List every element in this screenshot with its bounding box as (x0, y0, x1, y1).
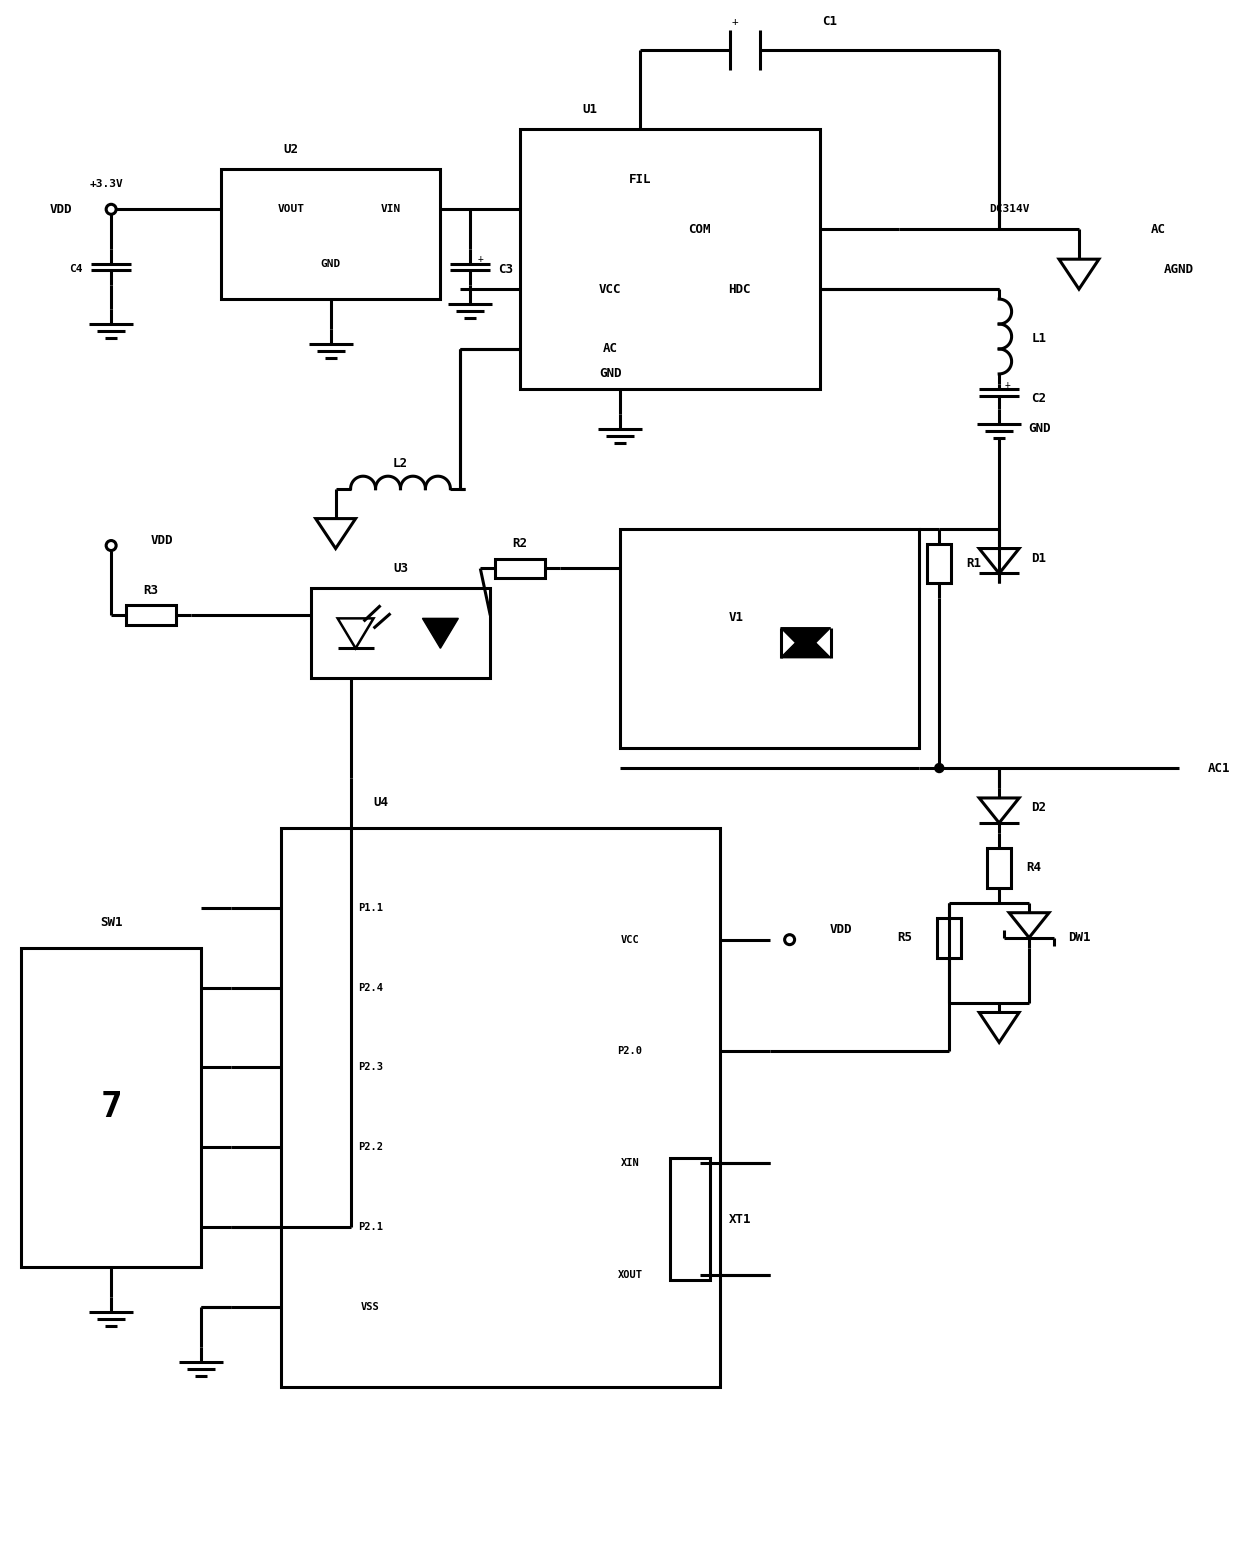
Text: L1: L1 (1032, 332, 1047, 345)
Text: VCC: VCC (620, 935, 640, 944)
Bar (21, 947, 201, 1267)
Polygon shape (423, 618, 459, 648)
Text: C4: C4 (69, 263, 83, 274)
Text: L2: L2 (393, 458, 408, 470)
Text: R3: R3 (144, 583, 159, 597)
Text: P1.1: P1.1 (358, 903, 383, 913)
Bar (221, 169, 440, 299)
Text: C3: C3 (497, 263, 513, 276)
Text: AC: AC (603, 342, 618, 356)
Text: GND: GND (599, 367, 621, 381)
Text: VDD: VDD (50, 202, 72, 216)
Text: VSS: VSS (361, 1301, 379, 1312)
Text: R4: R4 (1027, 861, 1042, 875)
Text: U1: U1 (583, 103, 598, 116)
Bar (495, 558, 546, 579)
Text: VDD: VDD (151, 535, 174, 547)
Polygon shape (781, 633, 831, 657)
Text: C1: C1 (822, 16, 837, 28)
Text: VIN: VIN (381, 204, 401, 215)
Text: +: + (1004, 379, 1011, 390)
Bar (280, 828, 719, 1386)
Text: COM: COM (688, 223, 711, 235)
Bar (670, 1159, 709, 1279)
Text: R2: R2 (512, 536, 528, 550)
Text: U3: U3 (393, 561, 408, 575)
Text: VDD: VDD (830, 924, 852, 936)
Text: SW1: SW1 (100, 916, 123, 930)
Text: P2.3: P2.3 (358, 1063, 383, 1073)
Text: DW1: DW1 (1068, 931, 1090, 944)
Bar (928, 544, 951, 583)
Text: V1: V1 (728, 612, 743, 624)
Bar (311, 588, 490, 679)
Bar (521, 130, 820, 389)
Text: VCC: VCC (599, 282, 621, 296)
Text: P2.1: P2.1 (358, 1221, 383, 1232)
Circle shape (935, 764, 944, 773)
Text: VOUT: VOUT (278, 204, 304, 215)
Text: XOUT: XOUT (618, 1270, 642, 1279)
Text: DC314V: DC314V (988, 204, 1029, 215)
Text: GND: GND (320, 259, 341, 270)
Text: GND: GND (1028, 422, 1050, 436)
Text: P2.0: P2.0 (618, 1046, 642, 1057)
Text: C2: C2 (1032, 392, 1047, 406)
Text: +: + (477, 254, 484, 263)
Polygon shape (781, 627, 831, 652)
Text: 7: 7 (100, 1090, 122, 1124)
Text: HDC: HDC (728, 282, 751, 296)
Text: U4: U4 (373, 797, 388, 809)
Text: FIL: FIL (629, 172, 651, 187)
Text: D2: D2 (1032, 801, 1047, 814)
Text: +: + (732, 17, 738, 27)
Text: AC1: AC1 (1208, 762, 1230, 775)
Bar (937, 917, 961, 958)
Bar (620, 528, 919, 748)
Bar (987, 848, 1011, 887)
Text: XIN: XIN (620, 1159, 640, 1168)
Text: R1: R1 (967, 557, 982, 571)
Text: +3.3V: +3.3V (89, 179, 123, 190)
Text: R5: R5 (897, 931, 911, 944)
Text: U2: U2 (283, 143, 299, 155)
Text: D1: D1 (1032, 552, 1047, 564)
Text: P2.4: P2.4 (358, 983, 383, 993)
Text: XT1: XT1 (728, 1212, 751, 1226)
Text: P2.2: P2.2 (358, 1142, 383, 1152)
Text: AC: AC (1151, 223, 1167, 235)
Bar (126, 605, 176, 626)
Text: AGND: AGND (1164, 263, 1194, 276)
